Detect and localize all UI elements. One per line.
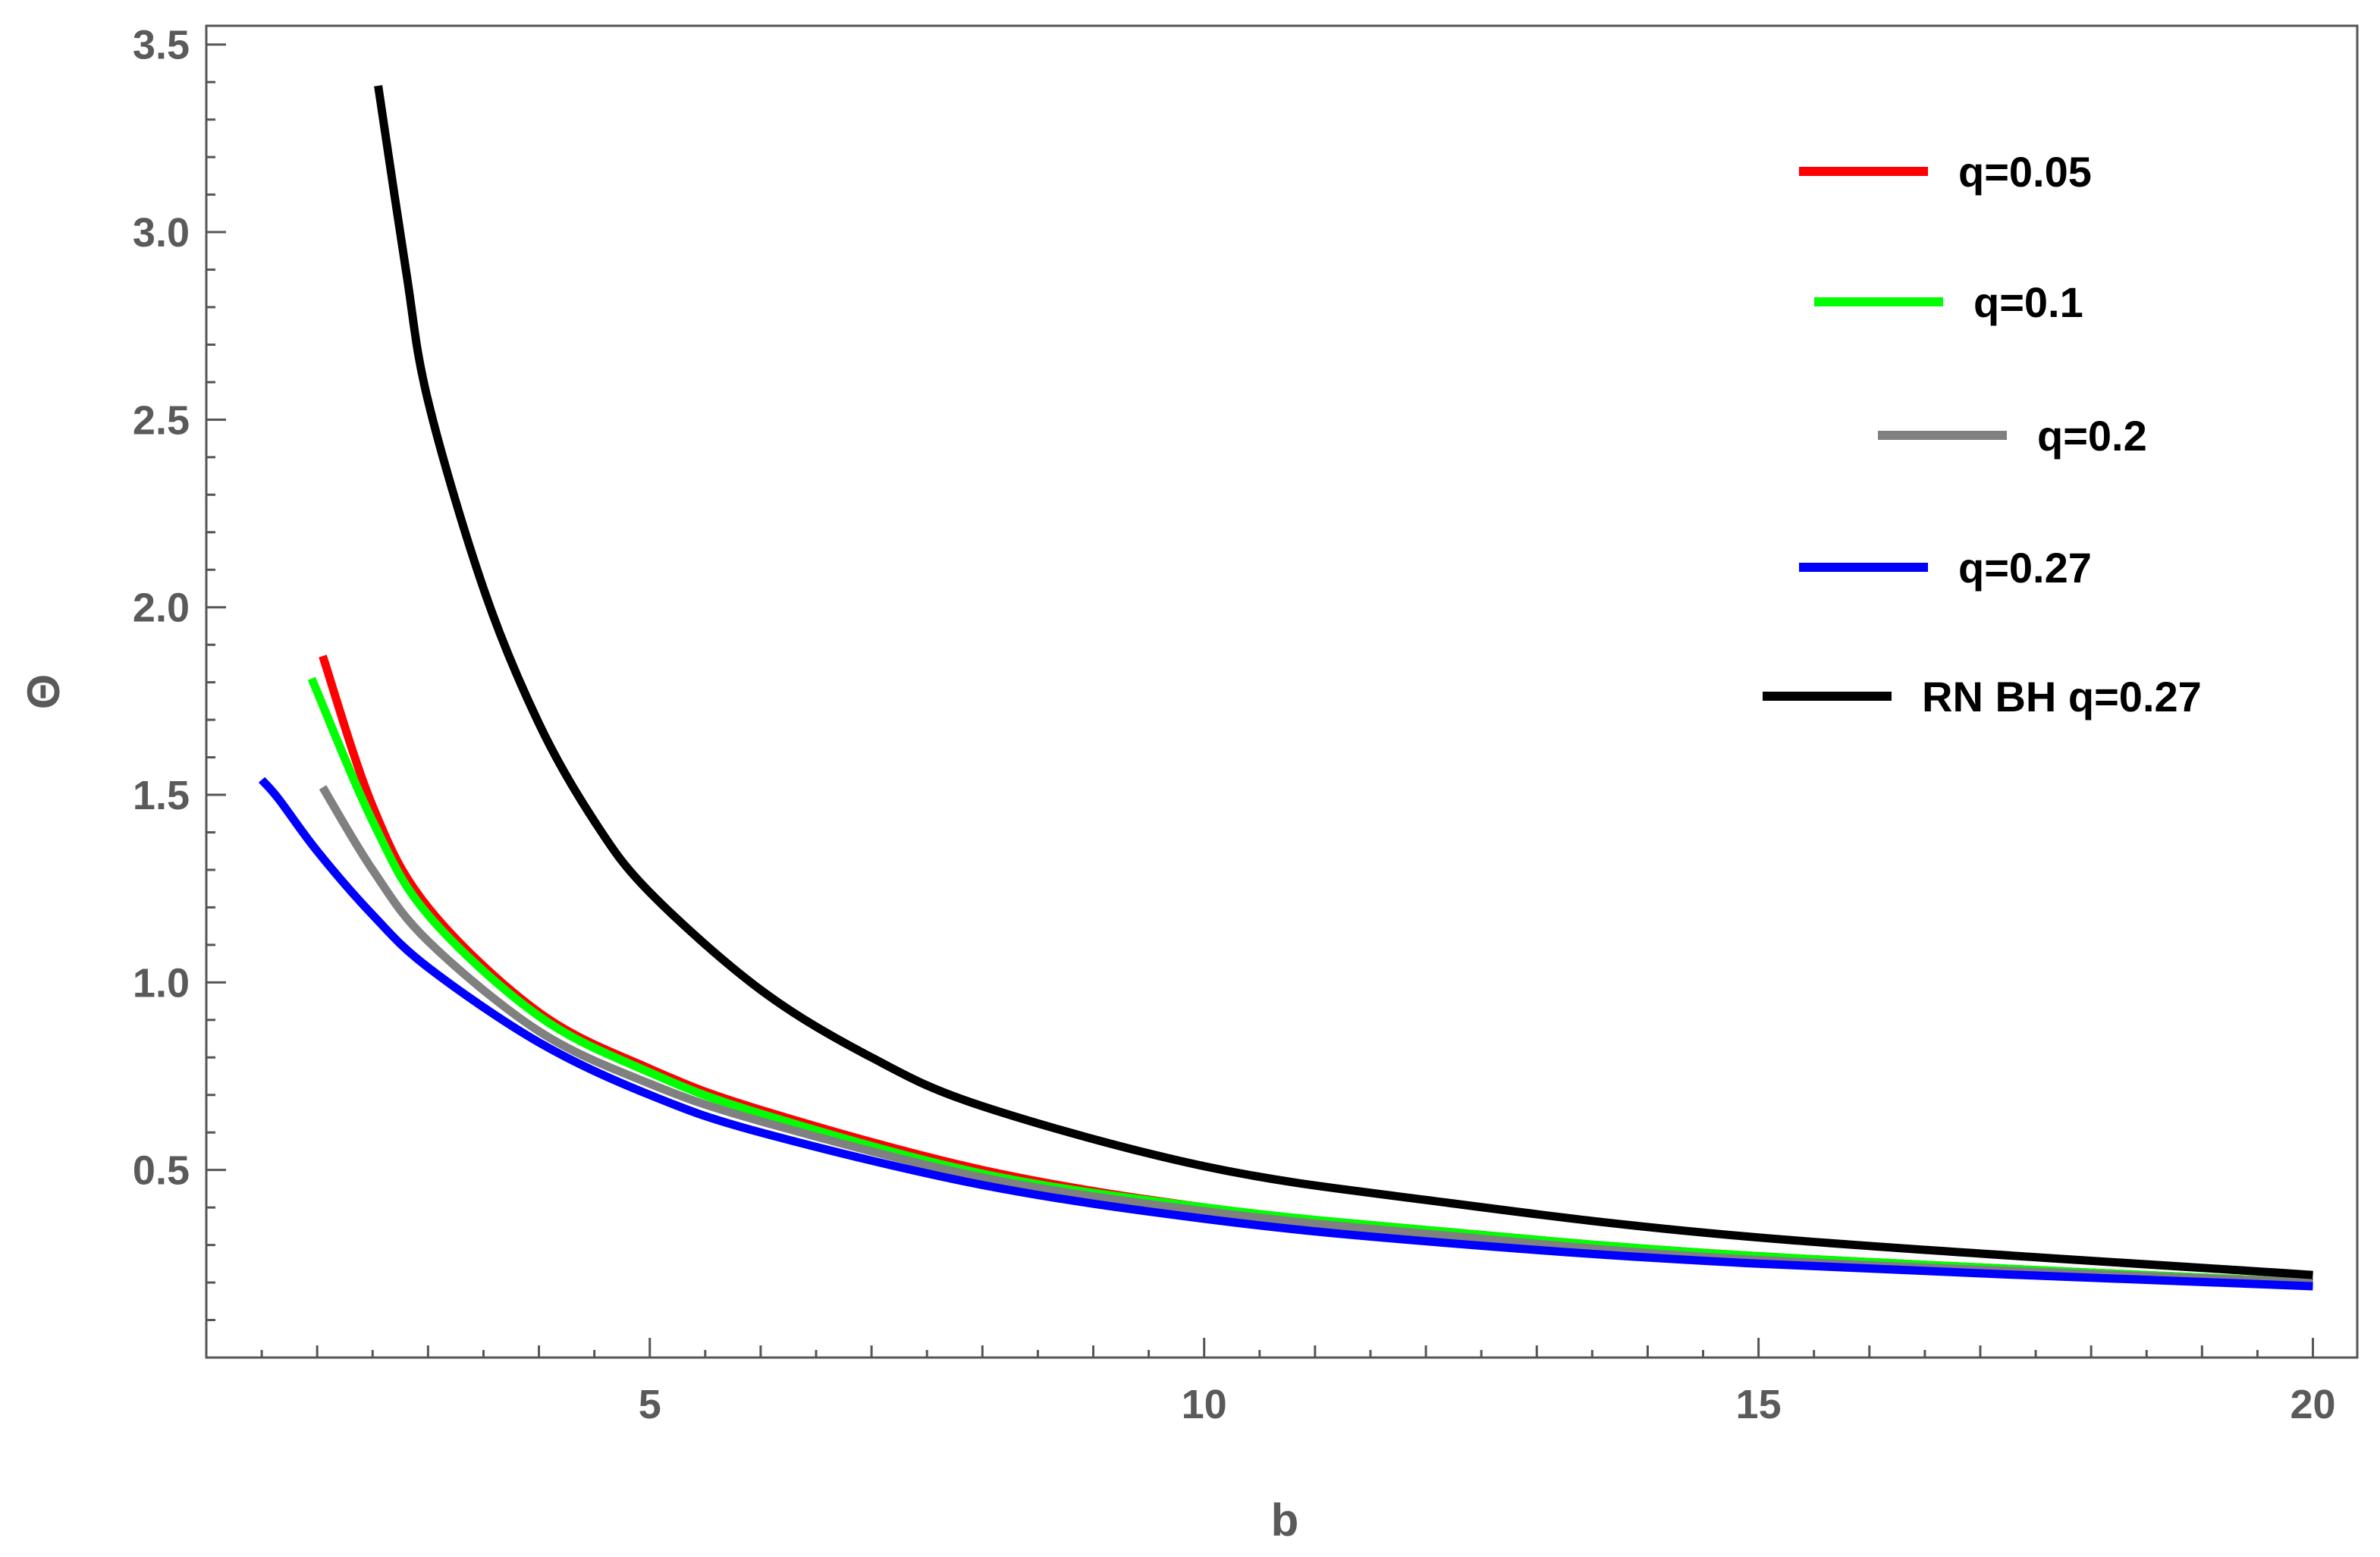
legend-label: q=0.2 xyxy=(2037,412,2147,460)
y-tick-label: 0.5 xyxy=(133,1148,190,1194)
x-tick-label: 10 xyxy=(1182,1382,1227,1427)
legend-label: q=0.27 xyxy=(1958,544,2092,592)
series-layer xyxy=(258,85,2313,1291)
x-axis-ticks: 5 10 15 20 xyxy=(260,1338,2336,1427)
series-line-5 xyxy=(374,85,2313,1279)
legend-label: q=0.1 xyxy=(1973,278,2083,326)
legend-label: RN BH q=0.27 xyxy=(1922,673,2202,720)
legend: q=0.05 q=0.1 q=0.2 q=0.27 RN BH q=0.27 xyxy=(1763,148,2202,720)
y-axis-title: Θ xyxy=(18,674,69,710)
y-tick-label: 1.0 xyxy=(133,960,190,1006)
legend-label: q=0.05 xyxy=(1958,148,2092,196)
series-line-2 xyxy=(307,676,2313,1287)
plot-frame xyxy=(205,24,2359,1359)
y-tick-label: 3.5 xyxy=(133,23,190,68)
x-axis-title: b xyxy=(1271,1495,1299,1546)
y-tick-label: 1.5 xyxy=(133,773,190,818)
x-tick-label: 5 xyxy=(639,1382,661,1427)
y-axis-ticks: 0.5 1.0 1.5 2.0 2.5 3.0 3.5 xyxy=(133,23,226,1322)
x-tick-label: 20 xyxy=(2290,1382,2335,1427)
y-tick-label: 2.5 xyxy=(133,397,190,443)
y-tick-label: 3.0 xyxy=(133,210,190,256)
x-tick-label: 15 xyxy=(1736,1382,1782,1427)
y-tick-label: 2.0 xyxy=(133,585,190,631)
series-line-4 xyxy=(258,777,2313,1291)
